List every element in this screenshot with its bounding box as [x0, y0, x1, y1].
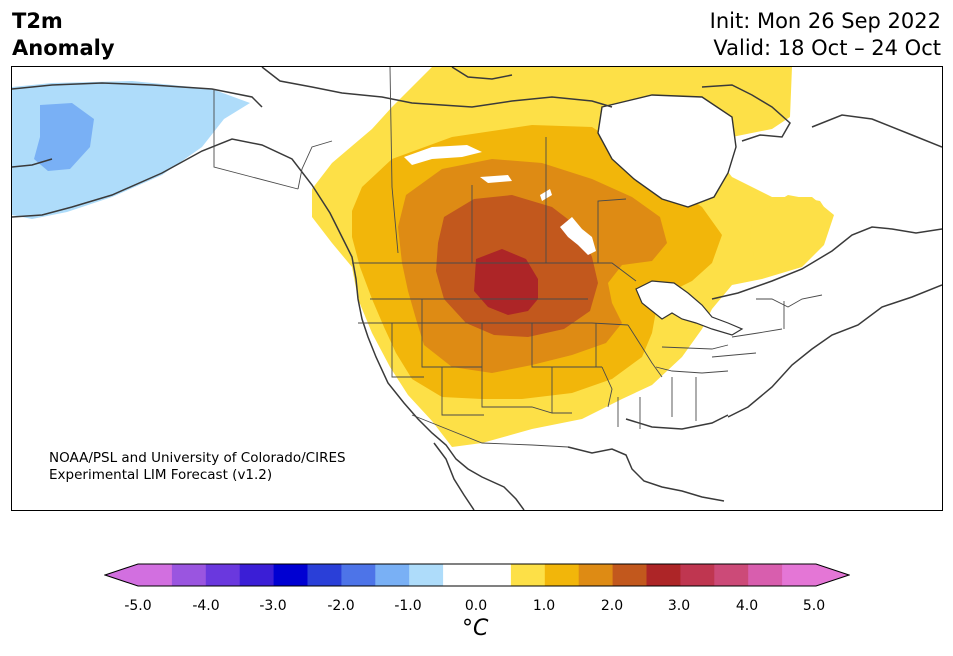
colorbar-swatch — [409, 564, 444, 586]
colorbar-swatch — [341, 564, 376, 586]
colorbar-swatch — [680, 564, 715, 586]
political-borders — [213, 67, 823, 448]
credit-line-2: Experimental LIM Forecast (v1.2) — [49, 467, 273, 483]
colorbar-outline — [104, 563, 850, 587]
tick-label: -2.0 — [327, 598, 355, 614]
title-line-2: Anomaly — [12, 36, 115, 60]
great-lakes — [635, 280, 744, 336]
colorbar-swatch — [612, 564, 647, 586]
tick-label: 4.0 — [735, 598, 759, 614]
tick-label: -4.0 — [192, 598, 220, 614]
great-slave-lake — [404, 145, 482, 165]
colorbar-swatch — [748, 564, 783, 586]
tick-label: -1.0 — [394, 598, 422, 614]
colorbar-swatch — [307, 564, 342, 586]
tick-label: 3.0 — [667, 598, 691, 614]
colorbar-unit: °C — [462, 616, 489, 641]
map-canvas — [12, 67, 942, 510]
valid-range: Valid: 18 Oct – 24 Oct — [713, 36, 941, 60]
colorbar-max-arrow — [816, 564, 849, 586]
colorbar-swatch — [544, 564, 580, 586]
init-date: Init: Mon 26 Sep 2022 — [709, 9, 941, 33]
cold-anomaly-medium — [34, 103, 94, 171]
colorbar-swatch — [375, 564, 410, 586]
colorbar — [104, 563, 850, 587]
colorbar-swatch — [443, 564, 478, 586]
anomaly-map — [11, 66, 943, 511]
tick-label: 1.0 — [532, 598, 556, 614]
colorbar-swatch — [714, 564, 749, 586]
warm-anomaly-east — [750, 195, 832, 271]
hudson-bay — [597, 94, 737, 208]
great-bear-lake — [480, 175, 512, 183]
colorbar-swatch — [205, 564, 241, 586]
tick-label: 2.0 — [600, 598, 624, 614]
colorbar-swatch — [646, 564, 681, 586]
tick-label: 5.0 — [802, 598, 826, 614]
colorbar-swatch — [273, 564, 308, 586]
forecast-dates: Init: Mon 26 Sep 2022 Valid: 18 Oct – 24… — [710, 8, 941, 62]
colorbar-swatch — [171, 564, 207, 586]
colorbar-swatch — [239, 564, 275, 586]
credit-text: NOAA/PSL and University of Colorado/CIRE… — [49, 450, 346, 484]
title-line-1: T2m — [12, 9, 63, 33]
warm-anomaly-5 — [474, 249, 538, 315]
colorbar-swatch — [578, 564, 614, 586]
colorbar-swatch — [510, 564, 546, 586]
tick-label: -5.0 — [124, 598, 152, 614]
lake-winnipeg — [560, 217, 596, 255]
colorbar-min-arrow — [105, 564, 138, 586]
credit-line-1: NOAA/PSL and University of Colorado/CIRE… — [49, 450, 346, 466]
tick-label: 0.0 — [464, 598, 488, 614]
colorbar-swatch — [138, 564, 173, 586]
colorbar-swatch — [782, 564, 817, 586]
colorbar-swatch — [477, 564, 512, 586]
coastlines — [12, 67, 942, 510]
map-title: T2m Anomaly — [12, 8, 115, 62]
tick-label: -3.0 — [259, 598, 287, 614]
